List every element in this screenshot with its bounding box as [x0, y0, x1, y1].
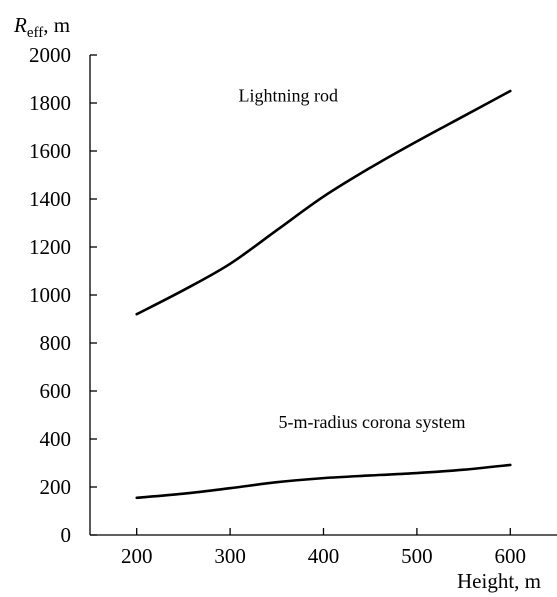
y-tick-label: 1000 [29, 283, 71, 307]
series-lines [135, 89, 512, 500]
x-tick-label: 400 [308, 544, 340, 568]
series-annotations: Lightning rod 5-m-radius corona system [239, 86, 466, 433]
y-tick-label: 2000 [29, 43, 71, 67]
axes [89, 55, 557, 536]
y-axis-title-symbol: R [13, 13, 27, 37]
y-ticks: 0 200 400 600 800 1000 1200 1400 1600 1800 2000 [29, 43, 97, 547]
y-tick-label: 400 [40, 427, 72, 451]
y-axis-title-unit: , m [43, 13, 70, 37]
x-axis-title: Height, m [457, 569, 541, 593]
series-line-lightning-rod [135, 89, 512, 316]
y-tick-label: 1400 [29, 187, 71, 211]
x-tick-label: 600 [495, 544, 527, 568]
y-axis-title-subscript: eff [27, 25, 43, 41]
series-line-corona-system [135, 463, 512, 500]
x-tick-label: 300 [214, 544, 246, 568]
y-tick-label: 0 [61, 523, 72, 547]
y-tick-label: 200 [40, 475, 72, 499]
series-annotation: Lightning rod [239, 86, 339, 106]
x-tick-label: 200 [121, 544, 153, 568]
y-tick-label: 1800 [29, 91, 71, 115]
y-tick-label: 600 [40, 379, 72, 403]
y-tick-label: 1200 [29, 235, 71, 259]
y-tick-label: 1600 [29, 139, 71, 163]
series-annotation: 5-m-radius corona system [279, 412, 466, 432]
x-ticks: 200 300 400 500 600 [121, 528, 526, 568]
y-tick-label: 800 [40, 331, 72, 355]
y-axis-title: Reff, m [13, 13, 70, 41]
x-tick-label: 500 [401, 544, 433, 568]
